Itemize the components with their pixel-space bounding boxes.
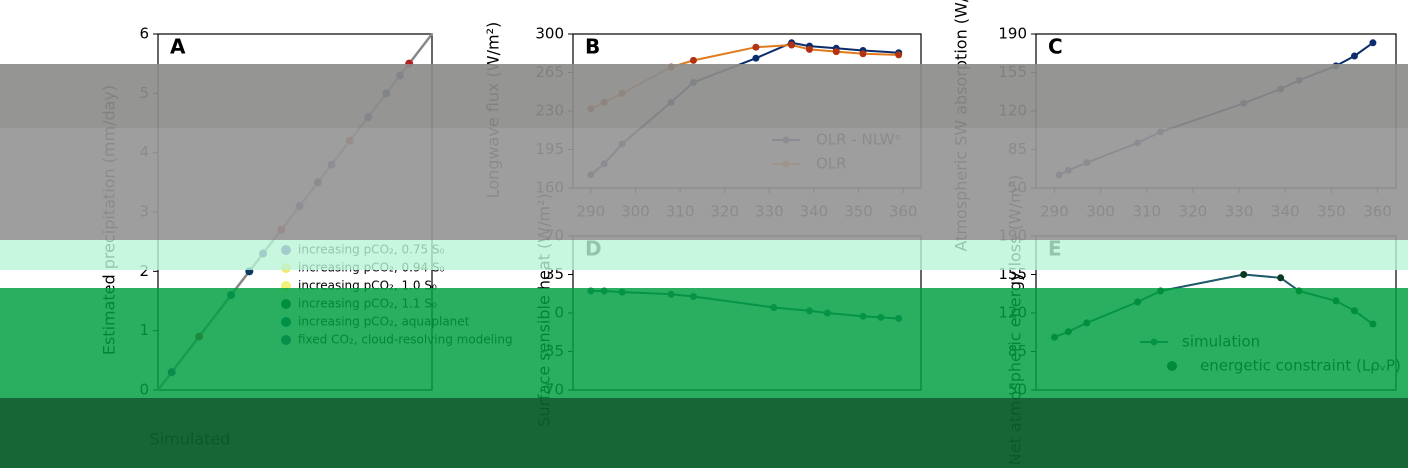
- y-tick-label: 300: [535, 25, 564, 43]
- series-1-point: [689, 56, 697, 64]
- series-0-point: [1277, 274, 1285, 282]
- series-1-point: [805, 45, 813, 53]
- series-0-point: [1369, 39, 1377, 47]
- dark-green-band: [0, 398, 1408, 468]
- series-0-point: [1240, 271, 1248, 278]
- green-band: [0, 288, 1408, 398]
- y-tick-label: 190: [998, 25, 1027, 43]
- y-tick-label: 2: [139, 262, 149, 280]
- gray-band-middle: [0, 128, 1408, 240]
- gray-band-upper: [0, 64, 1408, 128]
- series-0-point: [752, 54, 760, 62]
- series-0-point: [1350, 52, 1358, 60]
- series-1-point: [752, 43, 760, 51]
- series-1-point: [895, 51, 903, 59]
- mint-band: [0, 240, 1408, 270]
- y-tick-label: 6: [139, 25, 149, 43]
- panel-c-letter: C: [1048, 35, 1063, 59]
- series-1-point: [832, 48, 840, 56]
- series-1-point: [859, 50, 867, 58]
- panel-b-letter: B: [585, 35, 600, 59]
- series-1-point: [788, 41, 796, 49]
- panel-a-letter: A: [170, 35, 186, 59]
